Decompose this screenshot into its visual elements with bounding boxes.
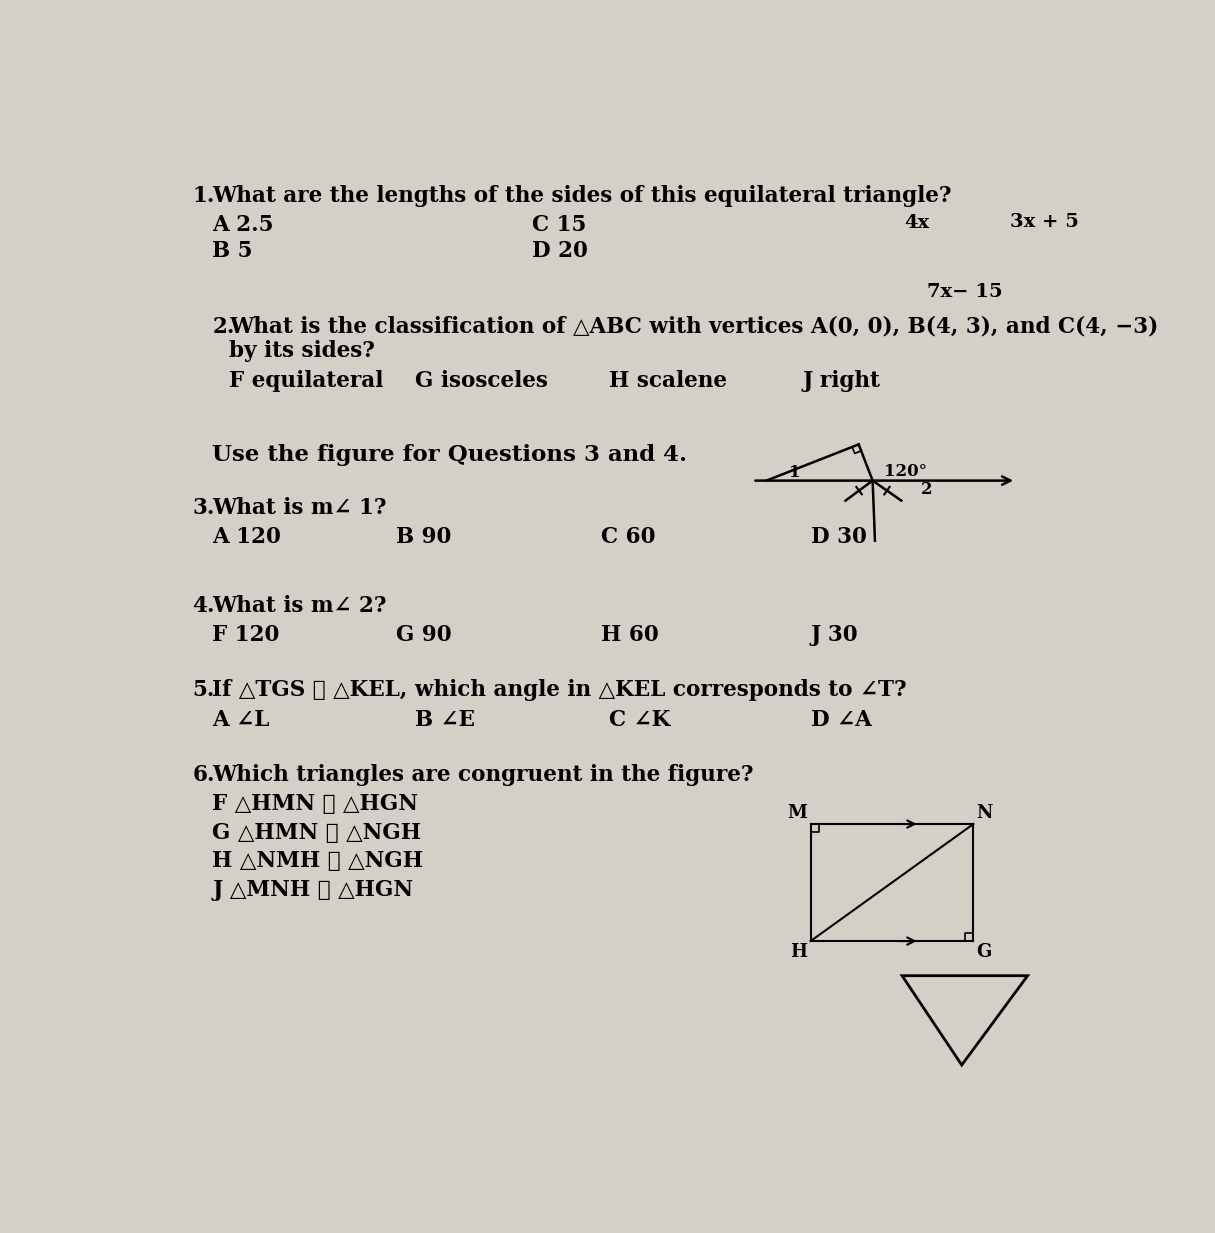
Text: B 5: B 5 xyxy=(213,239,253,261)
Text: G isosceles: G isosceles xyxy=(416,370,548,392)
Text: F equilateral: F equilateral xyxy=(230,370,384,392)
Text: M: M xyxy=(787,804,808,822)
Text: 7x− 15: 7x− 15 xyxy=(927,282,1002,301)
Text: B ∠E: B ∠E xyxy=(416,709,475,730)
Text: H scalene: H scalene xyxy=(609,370,727,392)
Text: H: H xyxy=(791,942,808,961)
Text: N: N xyxy=(977,804,993,822)
Text: What are the lengths of the sides of this equilateral triangle?: What are the lengths of the sides of thi… xyxy=(213,185,951,207)
Text: C ∠K: C ∠K xyxy=(609,709,671,730)
Text: G △HMN ≅ △NGH: G △HMN ≅ △NGH xyxy=(213,821,422,843)
Text: A ∠L: A ∠L xyxy=(213,709,270,730)
Text: 4.: 4. xyxy=(192,594,215,616)
Text: If △TGS ≅ △KEL, which angle in △KEL corresponds to ∠T?: If △TGS ≅ △KEL, which angle in △KEL corr… xyxy=(213,679,906,702)
Text: F △HMN ≅ △HGN: F △HMN ≅ △HGN xyxy=(213,793,418,815)
Text: A 2.5: A 2.5 xyxy=(213,215,273,237)
Text: C 15: C 15 xyxy=(532,215,586,237)
Text: What is m∠ 2?: What is m∠ 2? xyxy=(213,594,386,616)
Text: D 30: D 30 xyxy=(810,526,866,547)
Text: 3.: 3. xyxy=(192,497,215,519)
Text: B 90: B 90 xyxy=(396,526,452,547)
Text: J right: J right xyxy=(803,370,881,392)
Text: 4x: 4x xyxy=(904,215,929,232)
Text: by its sides?: by its sides? xyxy=(230,340,375,363)
Text: What is the classification of △ABC with vertices A(0, 0), B(4, 3), and C(4, −3): What is the classification of △ABC with … xyxy=(230,316,1159,338)
Text: What is m∠ 1?: What is m∠ 1? xyxy=(213,497,386,519)
Text: A 120: A 120 xyxy=(213,526,281,547)
Text: 3x + 5: 3x + 5 xyxy=(1010,213,1079,231)
Text: 5.: 5. xyxy=(192,679,215,702)
Text: H △NMH ≅ △NGH: H △NMH ≅ △NGH xyxy=(213,851,424,872)
Text: Use the figure for Questions 3 and 4.: Use the figure for Questions 3 and 4. xyxy=(213,444,688,466)
Text: 2.: 2. xyxy=(213,316,234,338)
Text: J 30: J 30 xyxy=(810,624,858,646)
Text: D 20: D 20 xyxy=(532,239,588,261)
Text: H 60: H 60 xyxy=(601,624,659,646)
Text: J △MNH ≅ △HGN: J △MNH ≅ △HGN xyxy=(213,879,413,900)
Text: F 120: F 120 xyxy=(213,624,279,646)
Text: D ∠A: D ∠A xyxy=(810,709,871,730)
Text: G: G xyxy=(977,942,991,961)
Text: 120°: 120° xyxy=(885,462,927,480)
Text: 1: 1 xyxy=(790,465,801,481)
Text: 2: 2 xyxy=(921,481,933,498)
Text: 1.: 1. xyxy=(192,185,215,207)
Text: 6.: 6. xyxy=(192,764,215,785)
Text: G 90: G 90 xyxy=(396,624,452,646)
Text: C 60: C 60 xyxy=(601,526,656,547)
Text: Which triangles are congruent in the figure?: Which triangles are congruent in the fig… xyxy=(213,764,753,785)
